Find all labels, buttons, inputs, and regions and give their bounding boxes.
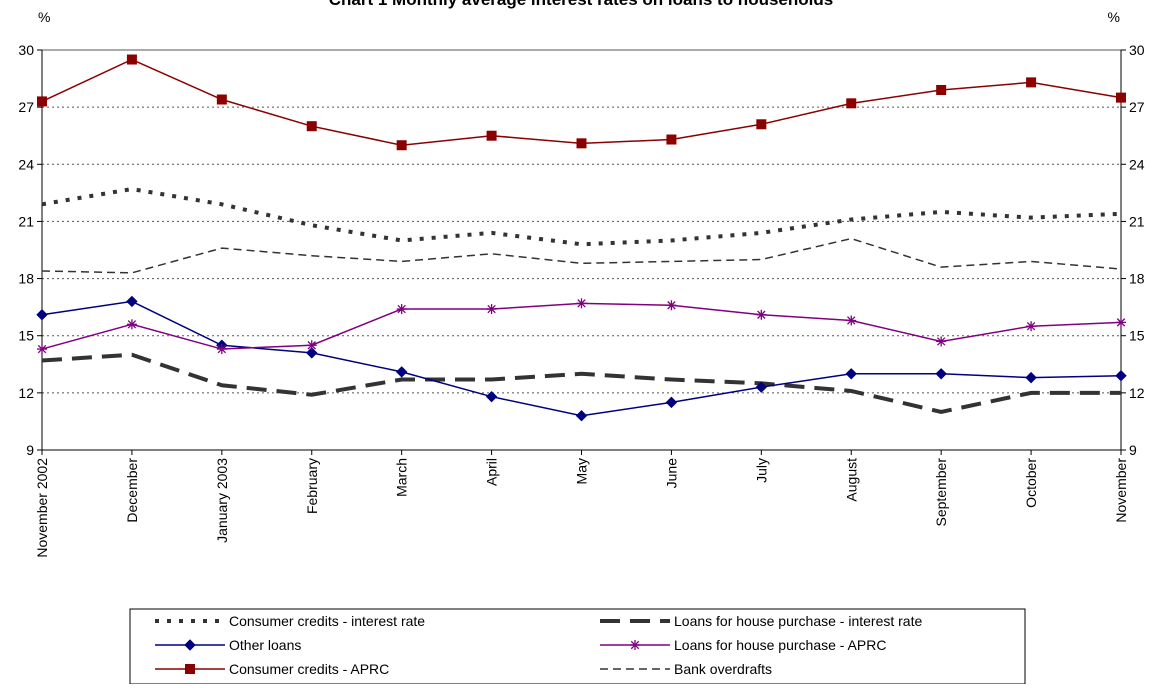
legend-label: Bank overdrafts bbox=[674, 661, 772, 677]
data-point-square bbox=[126, 54, 137, 65]
data-point-square bbox=[1026, 77, 1037, 88]
chart-title: Chart 1 Monthly average interest rates o… bbox=[329, 0, 833, 9]
data-point-square bbox=[396, 140, 407, 151]
x-tick-label: November 2002 bbox=[34, 458, 50, 558]
data-point-star bbox=[666, 300, 677, 311]
data-point-diamond bbox=[36, 309, 48, 321]
data-point-star bbox=[1116, 317, 1126, 328]
left-axis-unit: % bbox=[38, 9, 50, 25]
data-point-star bbox=[486, 304, 497, 315]
y-tick-label: 30 bbox=[18, 42, 34, 58]
gridlines bbox=[42, 49, 1121, 394]
data-point-star bbox=[1026, 321, 1037, 332]
y-tick-label-right: 18 bbox=[1129, 271, 1145, 287]
x-tick-label: January 2003 bbox=[214, 458, 230, 543]
axes: 9 9 12 12 15 15 18 18 21 21 24 24 27 27 30 30 November 2… bbox=[18, 42, 1144, 558]
y-tick-label: 24 bbox=[18, 156, 34, 172]
series-line bbox=[41, 352, 1121, 414]
x-tick-label: April bbox=[484, 458, 500, 486]
y-tick-label: 27 bbox=[18, 99, 34, 115]
right-axis-unit: % bbox=[1108, 9, 1120, 25]
y-tick-label-right: 24 bbox=[1129, 156, 1145, 172]
data-point-star bbox=[126, 319, 137, 330]
y-tick-label-right: 27 bbox=[1129, 99, 1145, 115]
data-point-diamond bbox=[306, 347, 318, 359]
series-line bbox=[41, 300, 1122, 417]
x-tick-label: September bbox=[933, 458, 949, 527]
data-point-star bbox=[576, 298, 587, 309]
data-point-diamond bbox=[845, 368, 857, 380]
legend-label: Consumer credits - APRC bbox=[229, 661, 389, 677]
y-tick-label-right: 9 bbox=[1129, 442, 1137, 458]
data-point-diamond bbox=[184, 639, 196, 651]
y-tick-label-right: 21 bbox=[1129, 213, 1145, 229]
x-tick-label: June bbox=[663, 458, 679, 489]
data-point-diamond bbox=[575, 410, 588, 422]
legend-box bbox=[129, 608, 1026, 685]
series-line bbox=[41, 58, 1122, 146]
data-point-square bbox=[486, 130, 497, 141]
legend: Consumer credits - interest rate Loans fo… bbox=[129, 608, 1026, 685]
y-tick-label: 21 bbox=[18, 213, 34, 229]
x-tick-label: March bbox=[394, 458, 410, 497]
data-point-square bbox=[1116, 92, 1126, 103]
x-tick-label: May bbox=[574, 458, 590, 484]
y-tick-label-right: 12 bbox=[1129, 385, 1145, 401]
y-tick-label: 15 bbox=[18, 328, 34, 344]
data-point-star bbox=[936, 336, 947, 347]
y-tick-label-right: 30 bbox=[1129, 42, 1145, 58]
x-tick-label: November bbox=[1113, 458, 1129, 523]
data-point-star bbox=[846, 315, 857, 326]
series-line bbox=[41, 237, 1122, 274]
data-point-diamond bbox=[935, 368, 947, 380]
data-point-diamond bbox=[665, 396, 678, 409]
x-tick-label: October bbox=[1023, 458, 1039, 508]
data-point-square bbox=[666, 134, 677, 145]
data-point-square bbox=[306, 121, 317, 132]
legend-label: Loans for house purchase - interest rate bbox=[674, 613, 922, 629]
series-lines bbox=[36, 54, 1127, 422]
data-point-diamond bbox=[1115, 370, 1127, 382]
data-point-star bbox=[37, 344, 47, 355]
data-point-star bbox=[306, 340, 317, 351]
data-point-square bbox=[37, 96, 47, 107]
data-point-square bbox=[846, 98, 857, 109]
series-line bbox=[41, 302, 1122, 350]
data-point-diamond bbox=[126, 295, 138, 308]
data-point-square bbox=[936, 85, 947, 95]
legend-label: Other loans bbox=[229, 637, 301, 653]
series-line bbox=[41, 187, 1122, 247]
data-point-diamond bbox=[1025, 371, 1037, 384]
data-point-diamond bbox=[395, 366, 408, 378]
data-point-star bbox=[630, 640, 640, 650]
data-point-square bbox=[185, 664, 195, 674]
data-point-square bbox=[756, 119, 767, 130]
y-tick-label: 12 bbox=[18, 385, 34, 401]
data-point-square bbox=[576, 138, 587, 149]
y-tick-label-right: 15 bbox=[1129, 328, 1145, 344]
data-point-diamond bbox=[755, 381, 768, 393]
x-tick-label: December bbox=[124, 458, 140, 523]
y-tick-label: 18 bbox=[18, 271, 34, 287]
data-point-star bbox=[216, 344, 227, 355]
data-point-star bbox=[756, 309, 767, 320]
x-tick-label: July bbox=[753, 458, 769, 483]
x-tick-label: August bbox=[843, 458, 859, 502]
data-point-square bbox=[216, 94, 227, 105]
y-tick-label: 9 bbox=[26, 442, 34, 458]
legend-label: Loans for house purchase - APRC bbox=[674, 637, 886, 653]
legend-label: Consumer credits - interest rate bbox=[229, 613, 425, 629]
data-point-diamond bbox=[485, 390, 498, 403]
x-tick-label: February bbox=[304, 458, 320, 514]
data-point-star bbox=[396, 304, 407, 315]
